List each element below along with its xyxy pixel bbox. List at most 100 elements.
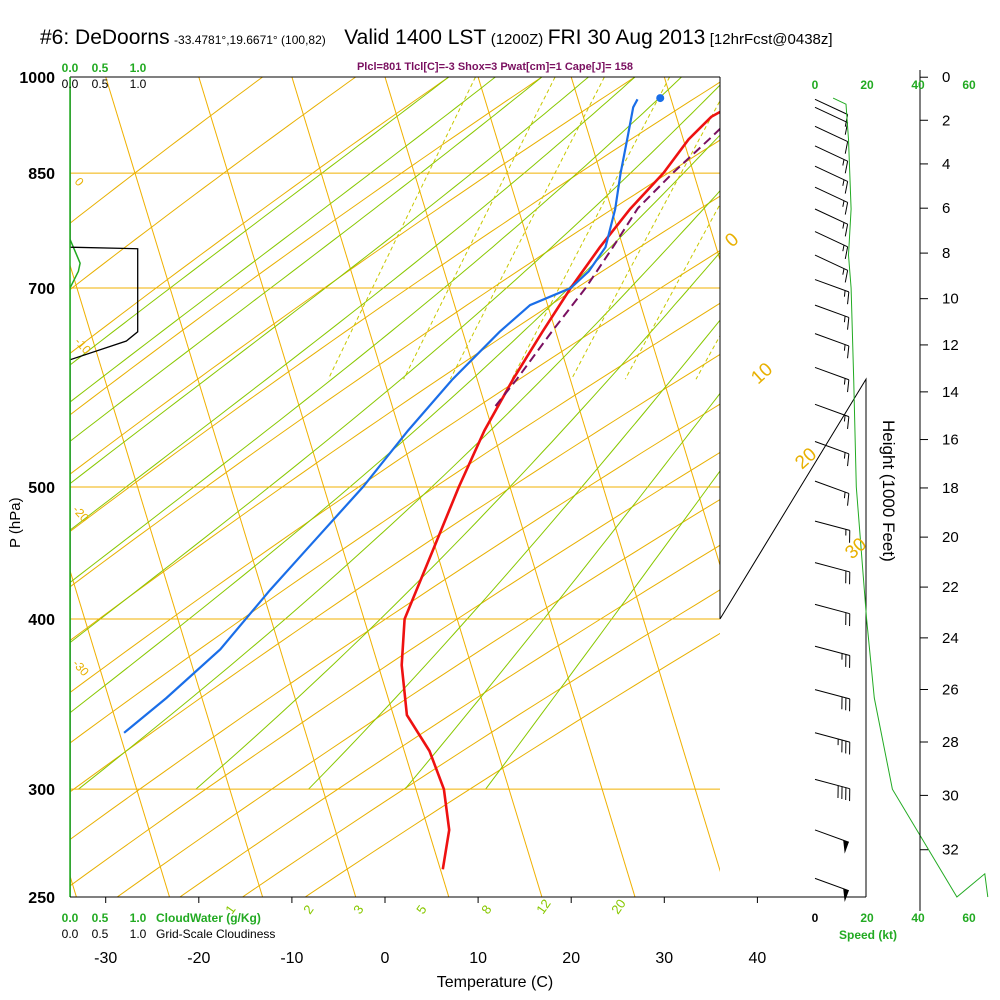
barb-staff xyxy=(814,254,848,271)
moist-adiabat-line xyxy=(70,84,720,644)
isotherm-line xyxy=(663,77,720,262)
dry-adiabat-line xyxy=(70,77,356,291)
dry-adiabat-line xyxy=(116,498,720,897)
wind-barb xyxy=(814,98,849,127)
cloudiness-scale-bottom: 0.0 xyxy=(62,927,79,941)
mixing-ratio-label: 12 xyxy=(533,896,554,916)
dry-adiabat-line xyxy=(70,77,263,224)
mixing-ratio-line xyxy=(327,77,476,380)
wind-barb xyxy=(814,829,849,854)
dry-adiabat-line xyxy=(179,544,720,897)
parcel-path xyxy=(491,127,720,411)
height-tick-label: 8 xyxy=(942,245,950,262)
barb-staff xyxy=(814,520,850,531)
barb-flag xyxy=(844,202,849,215)
speed-axis-label: Speed (kt) xyxy=(839,928,897,942)
moist-adiabat-line xyxy=(70,77,636,531)
cloud-water-profile xyxy=(70,77,81,897)
mixing-ratio-label: 5 xyxy=(413,902,429,917)
barb-flag xyxy=(847,453,850,467)
wind-barb xyxy=(814,480,850,506)
wind-barb xyxy=(814,778,851,802)
isotherm-line xyxy=(757,77,1000,897)
mixing-ratio-line xyxy=(403,77,556,380)
wind-barb xyxy=(814,231,849,260)
barb-staff xyxy=(814,279,849,293)
barb-staff xyxy=(814,403,849,418)
moist-adiabat-line xyxy=(70,77,682,584)
cloudwater-label: CloudWater (g/Kg) xyxy=(156,911,261,925)
pressure-tick-label: 300 xyxy=(28,782,55,799)
mixing-ratio-line xyxy=(624,203,720,380)
pressure-tick-label: 500 xyxy=(28,480,55,497)
wind-barb xyxy=(814,645,851,668)
mixing-ratio-line xyxy=(571,99,720,380)
x-tick-label: -30 xyxy=(94,950,117,967)
cloudwater-scale-bottom: 0.5 xyxy=(92,911,109,925)
wind-barb xyxy=(814,279,850,305)
pressure-tick-label: 1000 xyxy=(19,70,55,87)
barb-staff xyxy=(814,480,849,494)
height-tick-label: 30 xyxy=(942,787,959,804)
height-tick-label: 10 xyxy=(942,291,959,308)
moist-adiabat-line xyxy=(70,77,589,485)
speed-scale-bottom: 60 xyxy=(962,911,976,925)
barb-staff xyxy=(814,106,848,124)
pressure-tick-label: 700 xyxy=(28,281,55,298)
isotherm-line xyxy=(70,568,170,897)
station-name: #6: DeDoorns xyxy=(40,26,170,49)
pressure-tick-label: 400 xyxy=(28,612,55,629)
x-tick-label: -10 xyxy=(280,950,303,967)
barb-half-flag xyxy=(842,268,845,275)
mixing-ratio-label: 3 xyxy=(350,902,366,917)
barb-half-flag xyxy=(843,290,846,297)
cloudiness-scale-top: 0.0 xyxy=(62,77,79,91)
barb-half-flag xyxy=(842,159,845,166)
wind-barb xyxy=(814,208,849,237)
barb-half-flag xyxy=(842,200,845,207)
dry-adiabat-line xyxy=(70,451,720,887)
wind-barb xyxy=(814,441,850,467)
moist-adiabat-line xyxy=(404,392,720,790)
dry-adiabat-label: 10 xyxy=(747,359,777,389)
height-tick-label: 22 xyxy=(942,579,959,596)
moist-adiabat-line xyxy=(70,134,720,714)
cloudwater-scale-bottom: 1.0 xyxy=(130,911,147,925)
speed-scale-top: 20 xyxy=(860,78,874,92)
forecast-info: [12hrFcst@0438z] xyxy=(709,31,833,48)
barb-staff xyxy=(814,778,850,790)
barb-flag xyxy=(844,141,849,154)
barb-flag xyxy=(847,416,850,429)
speed-scale-bottom: 0 xyxy=(812,911,819,925)
valid-date: FRI 30 Aug 2013 xyxy=(547,26,706,49)
barb-staff xyxy=(814,603,850,615)
cloudiness-profile xyxy=(70,77,139,897)
barb-half-flag xyxy=(842,245,845,252)
mixing-ratio-line xyxy=(511,77,671,380)
dry-adiabat-line xyxy=(70,77,450,355)
x-tick-label: -20 xyxy=(187,950,210,967)
height-tick-label: 16 xyxy=(942,432,959,449)
wind-barb xyxy=(814,562,851,585)
cloudiness-label: Grid-Scale Cloudiness xyxy=(156,927,275,941)
barb-staff xyxy=(814,877,849,892)
height-tick-label: 18 xyxy=(942,480,959,497)
moist-adiabat-line xyxy=(485,470,720,790)
height-tick-label: 14 xyxy=(942,384,959,401)
wind-barb xyxy=(814,304,850,330)
dry-adiabat-line xyxy=(70,139,720,588)
barb-flag xyxy=(847,493,850,506)
cloudwater-scale-top: 1.0 xyxy=(130,61,147,75)
wind-speed-profile xyxy=(832,97,989,898)
wind-barb xyxy=(814,254,849,283)
barb-flag xyxy=(847,379,850,393)
wind-barb xyxy=(814,165,849,194)
wind-barb xyxy=(814,877,849,902)
surface-temperature-dot xyxy=(753,94,761,102)
barb-staff xyxy=(814,186,848,203)
height-tick-label: 2 xyxy=(942,112,950,129)
moist-adiabat-line xyxy=(70,77,543,442)
x-tick-label: 0 xyxy=(381,950,390,967)
barb-flag xyxy=(847,345,850,359)
height-tick-label: 20 xyxy=(942,529,959,546)
